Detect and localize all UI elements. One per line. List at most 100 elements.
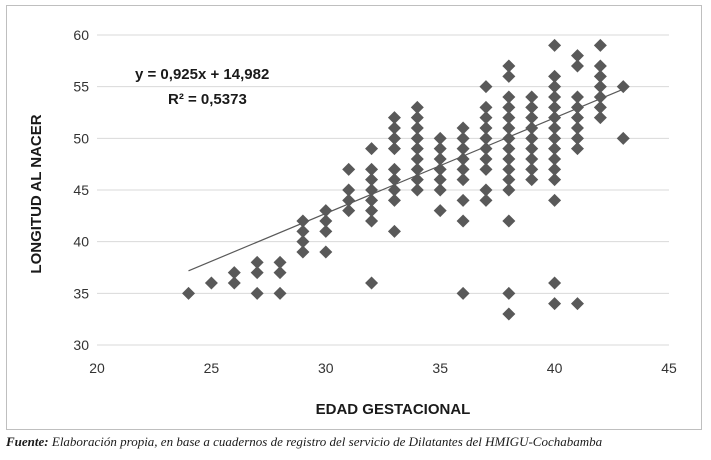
caption-text: Elaboración propia, en base a cuadernos … (51, 434, 603, 449)
trendline-equation: y = 0,925x + 14,982 (135, 66, 269, 83)
data-point (525, 100, 539, 114)
data-point (570, 59, 584, 73)
data-point (570, 100, 584, 114)
data-point (502, 131, 516, 145)
data-point (456, 152, 470, 166)
data-point (456, 131, 470, 145)
x-tick-label: 20 (89, 360, 105, 376)
data-points (182, 38, 630, 321)
data-point (548, 152, 562, 166)
data-point (502, 142, 516, 156)
data-point (204, 276, 218, 290)
data-point (365, 214, 379, 228)
data-point (548, 100, 562, 114)
y-tick-label: 35 (73, 285, 89, 301)
data-point (502, 69, 516, 83)
data-point (319, 204, 333, 218)
data-point (570, 131, 584, 145)
data-point (479, 193, 493, 207)
data-point (593, 38, 607, 52)
data-point (548, 193, 562, 207)
data-point (525, 142, 539, 156)
data-point (502, 121, 516, 135)
x-tick-label: 30 (318, 360, 334, 376)
data-point (433, 162, 447, 176)
data-point (479, 183, 493, 197)
scatter-plot: 30 35 40 45 50 55 60 20 25 30 35 40 45 y = 0,925x +… (28, 27, 677, 418)
data-point (548, 90, 562, 104)
data-point (387, 224, 401, 238)
data-point (593, 80, 607, 94)
data-point (570, 111, 584, 125)
data-point (548, 297, 562, 311)
data-point (410, 173, 424, 187)
data-point (525, 90, 539, 104)
y-axis-title: LONGITUD AL NACER (28, 114, 45, 273)
data-point (342, 162, 356, 176)
data-point (502, 286, 516, 300)
data-point (616, 131, 630, 145)
data-point (365, 162, 379, 176)
data-point (479, 142, 493, 156)
data-point (410, 162, 424, 176)
data-point (479, 111, 493, 125)
data-point (570, 90, 584, 104)
y-tick-label: 55 (73, 79, 89, 95)
data-point (250, 286, 264, 300)
data-point (593, 100, 607, 114)
data-point (548, 173, 562, 187)
data-point (548, 276, 562, 290)
data-point (342, 193, 356, 207)
data-point (410, 121, 424, 135)
data-point (410, 131, 424, 145)
data-point (479, 80, 493, 94)
data-point (433, 131, 447, 145)
caption-label: Fuente: (6, 434, 49, 449)
y-tick-label: 60 (73, 27, 89, 43)
data-point (387, 121, 401, 135)
data-point (410, 142, 424, 156)
data-point (387, 131, 401, 145)
data-point (502, 100, 516, 114)
data-point (319, 245, 333, 259)
trendline-r2: R² = 0,5373 (168, 91, 247, 108)
data-point (502, 307, 516, 321)
data-point (410, 100, 424, 114)
data-point (387, 183, 401, 197)
data-point (387, 142, 401, 156)
data-point (456, 173, 470, 187)
data-point (365, 183, 379, 197)
x-axis-title: EDAD GESTACIONAL (316, 401, 471, 418)
data-point (227, 266, 241, 280)
data-point (365, 276, 379, 290)
data-point (433, 173, 447, 187)
data-point (433, 183, 447, 197)
data-point (479, 131, 493, 145)
data-point (616, 80, 630, 94)
data-point (570, 121, 584, 135)
data-point (502, 183, 516, 197)
data-point (548, 162, 562, 176)
data-point (342, 204, 356, 218)
data-point (410, 183, 424, 197)
data-point (570, 49, 584, 63)
data-point (250, 255, 264, 269)
data-point (456, 162, 470, 176)
data-point (182, 286, 196, 300)
y-axis-ticks: 30 35 40 45 50 55 60 (73, 27, 89, 353)
data-point (433, 152, 447, 166)
data-point (296, 224, 310, 238)
data-point (227, 276, 241, 290)
data-point (273, 255, 287, 269)
data-point (502, 162, 516, 176)
data-point (548, 69, 562, 83)
data-point (479, 121, 493, 135)
data-point (525, 173, 539, 187)
data-point (456, 214, 470, 228)
data-point (593, 59, 607, 73)
data-point (548, 38, 562, 52)
data-point (593, 111, 607, 125)
data-point (456, 121, 470, 135)
data-point (456, 193, 470, 207)
data-point (387, 162, 401, 176)
